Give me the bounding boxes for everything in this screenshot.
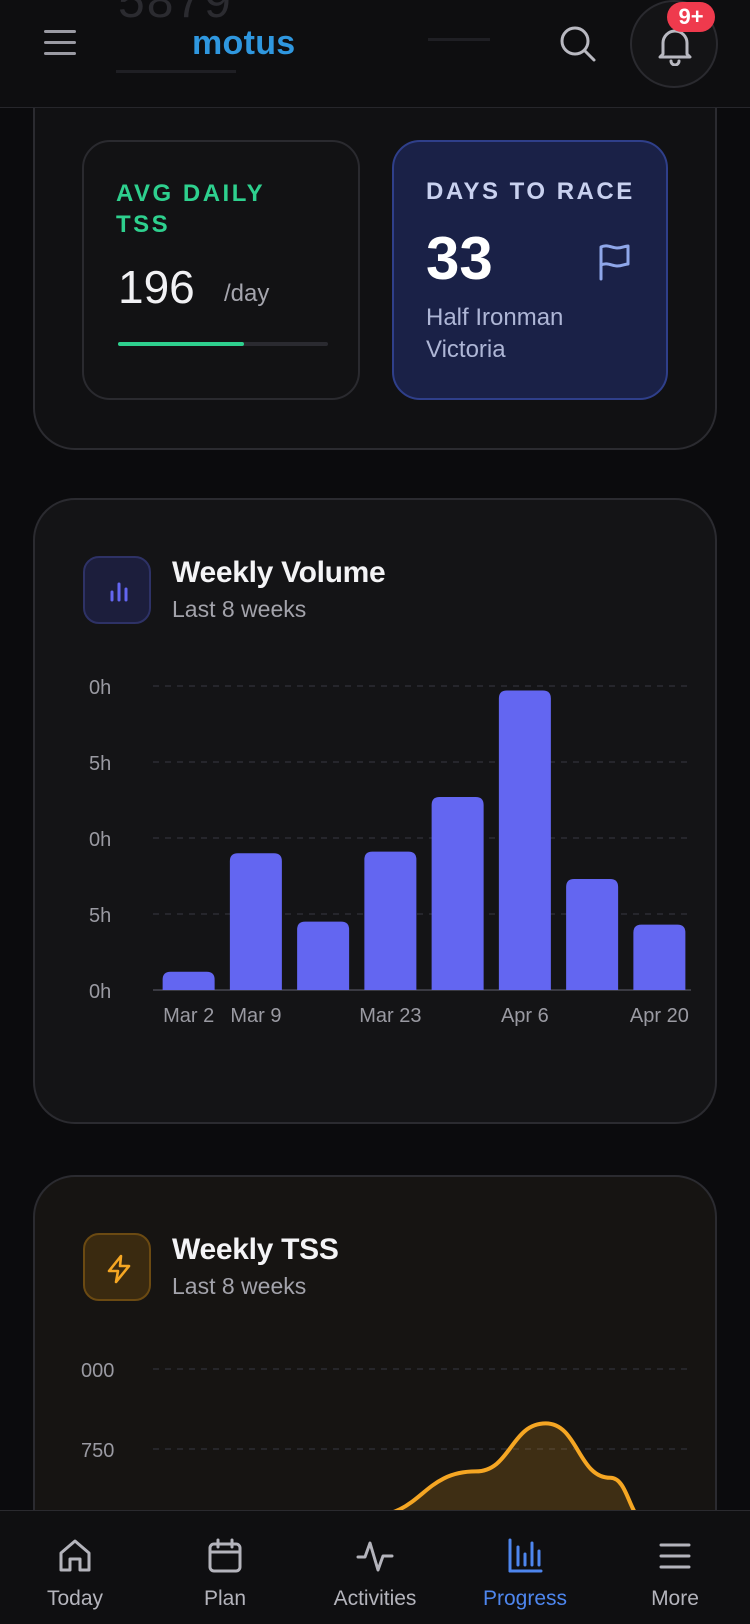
weekly-volume-card: Weekly Volume Last 8 weeks 0h 5h 0h 5h 0h Mar… <box>33 498 717 1124</box>
menu-button[interactable] <box>44 30 76 58</box>
menu-icon <box>659 1543 691 1569</box>
days-to-race-tile[interactable]: DAYS TO RACE 33 Half Ironman Victoria <box>392 140 668 400</box>
volume-bar[interactable] <box>364 851 417 990</box>
y-tick-label: 0h <box>89 677 111 699</box>
nav-today[interactable]: Today <box>0 1511 150 1624</box>
weekly-volume-chart: 0h 5h 0h 5h 0h Mar 2 Mar 9 Mar 23 Apr 6 Apr 20 <box>89 677 691 1027</box>
scrolled-background-divider <box>428 38 490 41</box>
days-to-race-label: DAYS TO RACE <box>426 178 635 205</box>
top-app-bar: 5879 motus 9+ <box>0 0 750 108</box>
weekly-tss-subtitle: Last 8 weeks <box>172 1273 307 1299</box>
avg-tss-unit: /day <box>224 280 270 307</box>
y-tick-label: 5h <box>89 905 111 927</box>
x-tick-label: Apr 20 <box>630 1005 689 1027</box>
nav-more[interactable]: More <box>600 1511 750 1624</box>
race-name: Half Ironman Victoria <box>426 304 564 363</box>
x-tick-label: Apr 6 <box>501 1005 549 1027</box>
x-tick-label: Mar 2 <box>163 1005 214 1027</box>
activity-icon <box>356 1541 394 1572</box>
x-tick-label: Mar 9 <box>230 1005 281 1027</box>
volume-bar[interactable] <box>162 971 215 990</box>
progress-bars-icon <box>508 1538 543 1573</box>
volume-bar[interactable] <box>633 924 686 990</box>
calendar-icon <box>208 1538 242 1573</box>
flag-icon <box>599 244 630 281</box>
volume-bar[interactable] <box>431 796 484 990</box>
y-tick-label: 0h <box>89 829 111 851</box>
scrolled-background-divider <box>116 70 236 73</box>
y-tick-label: 0h <box>89 981 111 1003</box>
y-tick-label: 000 <box>81 1360 114 1382</box>
search-button[interactable] <box>558 24 602 68</box>
nav-plan-label: Plan <box>203 1587 247 1610</box>
volume-bar[interactable] <box>566 879 619 990</box>
avg-tss-label: AVG DAILY TSS <box>116 180 265 238</box>
weekly-volume-subtitle: Last 8 weeks <box>172 596 307 622</box>
volume-bar[interactable] <box>229 853 282 990</box>
nav-progress-label: Progress <box>482 1587 568 1610</box>
tss-area-fill <box>292 1423 648 1527</box>
x-tick-label: Mar 23 <box>359 1005 421 1027</box>
y-tick-label: 750 <box>81 1440 114 1462</box>
avg-tss-value: 196 <box>118 261 195 313</box>
weekly-volume-icon-box <box>83 556 151 624</box>
nav-more-label: More <box>651 1587 699 1610</box>
lightning-icon <box>107 1254 131 1284</box>
bar-chart-icon <box>110 582 128 602</box>
avg-tss-progress-fill <box>118 342 244 346</box>
weekly-tss-title: Weekly TSS <box>172 1233 339 1266</box>
nav-activities[interactable]: Activities <box>300 1511 450 1624</box>
bell-icon <box>658 29 692 66</box>
nav-today-label: Today <box>46 1587 104 1610</box>
nav-progress[interactable]: Progress <box>450 1511 600 1624</box>
search-icon <box>560 26 596 62</box>
nav-plan[interactable]: Plan <box>150 1511 300 1624</box>
scrolled-background-number: 5879 <box>118 0 233 28</box>
bottom-navigation: Today Plan Activities Progress <box>0 1510 750 1624</box>
days-to-race-value: 33 <box>426 225 493 292</box>
notification-count-badge: 9+ <box>667 2 715 32</box>
avg-daily-tss-tile[interactable]: AVG DAILY TSS 196 /day <box>82 140 360 400</box>
app-logo[interactable]: motus <box>192 24 296 62</box>
volume-bar[interactable] <box>498 690 551 990</box>
volume-bar[interactable] <box>297 921 350 990</box>
y-tick-label: 5h <box>89 753 111 775</box>
weekly-tss-chart: 000 750 <box>81 1360 691 1527</box>
nav-activities-label: Activities <box>333 1587 417 1610</box>
weekly-volume-title: Weekly Volume <box>172 556 386 589</box>
home-icon <box>59 1539 91 1572</box>
avg-tss-progress-bar <box>118 342 328 346</box>
weekly-tss-icon-box <box>83 1233 151 1301</box>
menu-icon <box>44 30 76 33</box>
